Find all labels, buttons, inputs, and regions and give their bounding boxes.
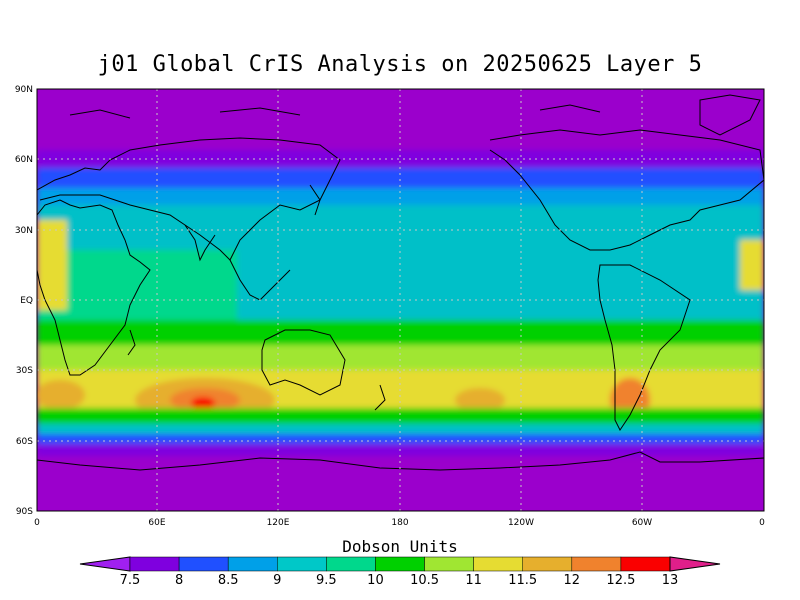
colorbar-segment (424, 556, 474, 572)
colorbar-segment (620, 556, 671, 572)
lat-label: 30S (16, 366, 33, 376)
colorbar: 7.5 8 8.5 9 9.5 10 10.5 11 11.5 12 12.5 13 (79, 556, 721, 588)
colorbar-label: 12.5 (606, 573, 635, 588)
lat-label: EQ (20, 296, 33, 306)
colorbar-label: 10 (367, 573, 384, 588)
colorbar-low-arrow (79, 556, 131, 572)
colorbar-high-arrow (669, 556, 721, 572)
lon-label: 60W (632, 518, 652, 528)
lat-label: 90S (16, 507, 33, 517)
colorbar-label: 12 (564, 573, 581, 588)
colorbar-label: 9 (273, 573, 281, 588)
grid (37, 89, 764, 511)
colorbar-segment (571, 556, 622, 572)
lat-axis: 90N 60N 30N EQ 30S 60S 90S (15, 85, 33, 517)
colorbar-label: 13 (662, 573, 679, 588)
colorbar-segment (375, 556, 425, 572)
map-title: j01 Global CrIS Analysis on 20250625 Lay… (97, 52, 703, 77)
colorbar-label: 11 (465, 573, 482, 588)
colorbar-segment (178, 556, 229, 572)
colorbar-segment (277, 556, 327, 572)
lon-label: 0 (34, 518, 40, 528)
map-frame (36, 88, 765, 512)
colorbar-segment (473, 556, 523, 572)
colorbar-label: 8 (175, 573, 183, 588)
lat-label: 90N (15, 85, 33, 95)
lon-label: 60E (148, 518, 165, 528)
colorbar-label: 9.5 (316, 573, 337, 588)
colorbar-segment (227, 556, 278, 572)
colorbar-title: Dobson Units (342, 537, 458, 556)
lon-label: 0 (759, 518, 765, 528)
colorbar-label: 10.5 (410, 573, 439, 588)
lat-label: 30N (15, 226, 33, 236)
colorbar-segment (129, 556, 180, 572)
lon-label: 120W (508, 518, 534, 528)
colorbar-label: 7.5 (120, 573, 141, 588)
lon-label: 120E (267, 518, 290, 528)
colorbar-segment (326, 556, 376, 572)
lon-label: 180 (391, 518, 408, 528)
lat-label: 60N (15, 155, 33, 165)
colorbar-segment (522, 556, 573, 572)
lat-label: 60S (16, 437, 33, 447)
colorbar-label: 8.5 (218, 573, 239, 588)
lon-axis: 0 60E 120E 180 120W 60W 0 (34, 518, 765, 528)
colorbar-label: 11.5 (508, 573, 537, 588)
